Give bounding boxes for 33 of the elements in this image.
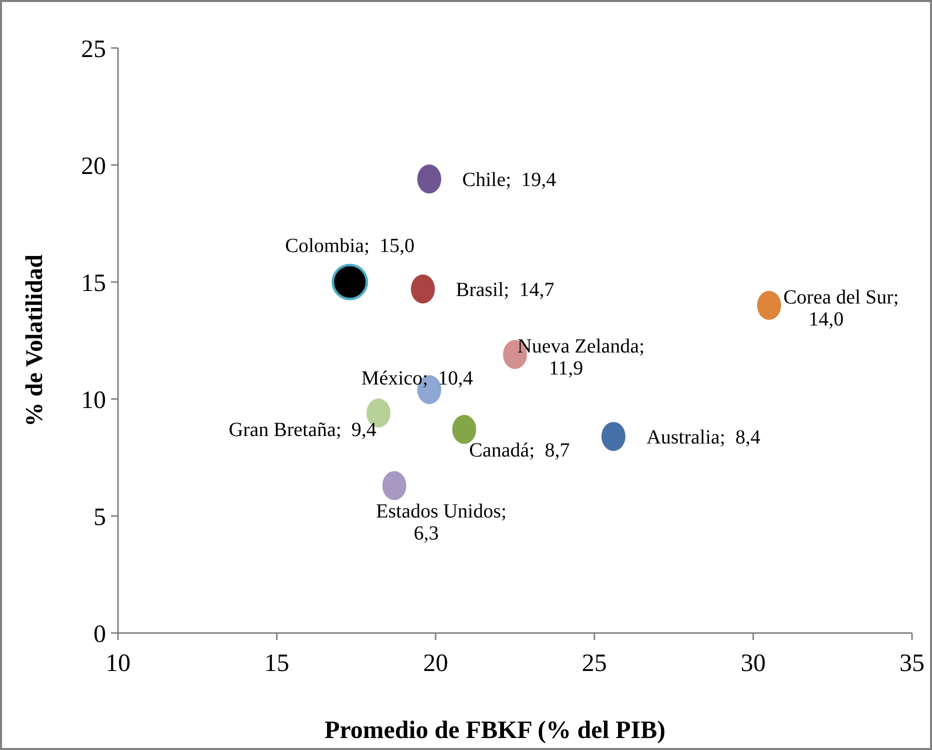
data-label: 11,9 <box>548 358 584 380</box>
y-tick-label: 0 <box>94 620 106 648</box>
point <box>601 422 626 451</box>
x-tick-label: 30 <box>740 650 766 677</box>
y-tick-label: 25 <box>81 36 106 63</box>
text: Chile; 19,4 <box>462 169 556 192</box>
data-label: 6,3 <box>414 522 439 545</box>
x-tick-label: 15 <box>264 650 290 677</box>
x-tick-label: 35 <box>900 650 924 677</box>
text: Colombia; 15,0 <box>285 235 415 257</box>
x-tick-label: 25 <box>582 650 607 677</box>
text: Brasil; 14,7 <box>456 279 554 302</box>
y-tick-label: 20 <box>81 152 106 180</box>
x-tick-label: 20 <box>423 650 448 677</box>
text: Canadá; 8,7 <box>469 439 570 462</box>
series-label: Nueva Zelanda; <box>517 336 645 358</box>
text: Gran Bretaña; 9,4 <box>228 419 376 442</box>
y-axis-title: % de Volatilidad <box>22 254 48 427</box>
data-label: 14,0 <box>808 308 844 330</box>
point <box>417 164 442 194</box>
point <box>410 274 435 304</box>
point <box>332 264 368 300</box>
x-axis-title: Promedio de FBKF (% del PIB) <box>324 717 666 744</box>
point <box>757 290 782 320</box>
y-tick-label: 15 <box>81 270 106 297</box>
y-tick-label: 5 <box>94 504 106 531</box>
point <box>382 471 406 500</box>
point <box>452 414 476 444</box>
text: México; 10,4 <box>361 368 474 390</box>
y-tick-label: 10 <box>81 386 106 414</box>
series-label: Estados Unidos; <box>376 500 507 523</box>
series-label: Corea del Sur; <box>783 286 899 308</box>
text: Australia; 8,4 <box>646 426 760 448</box>
